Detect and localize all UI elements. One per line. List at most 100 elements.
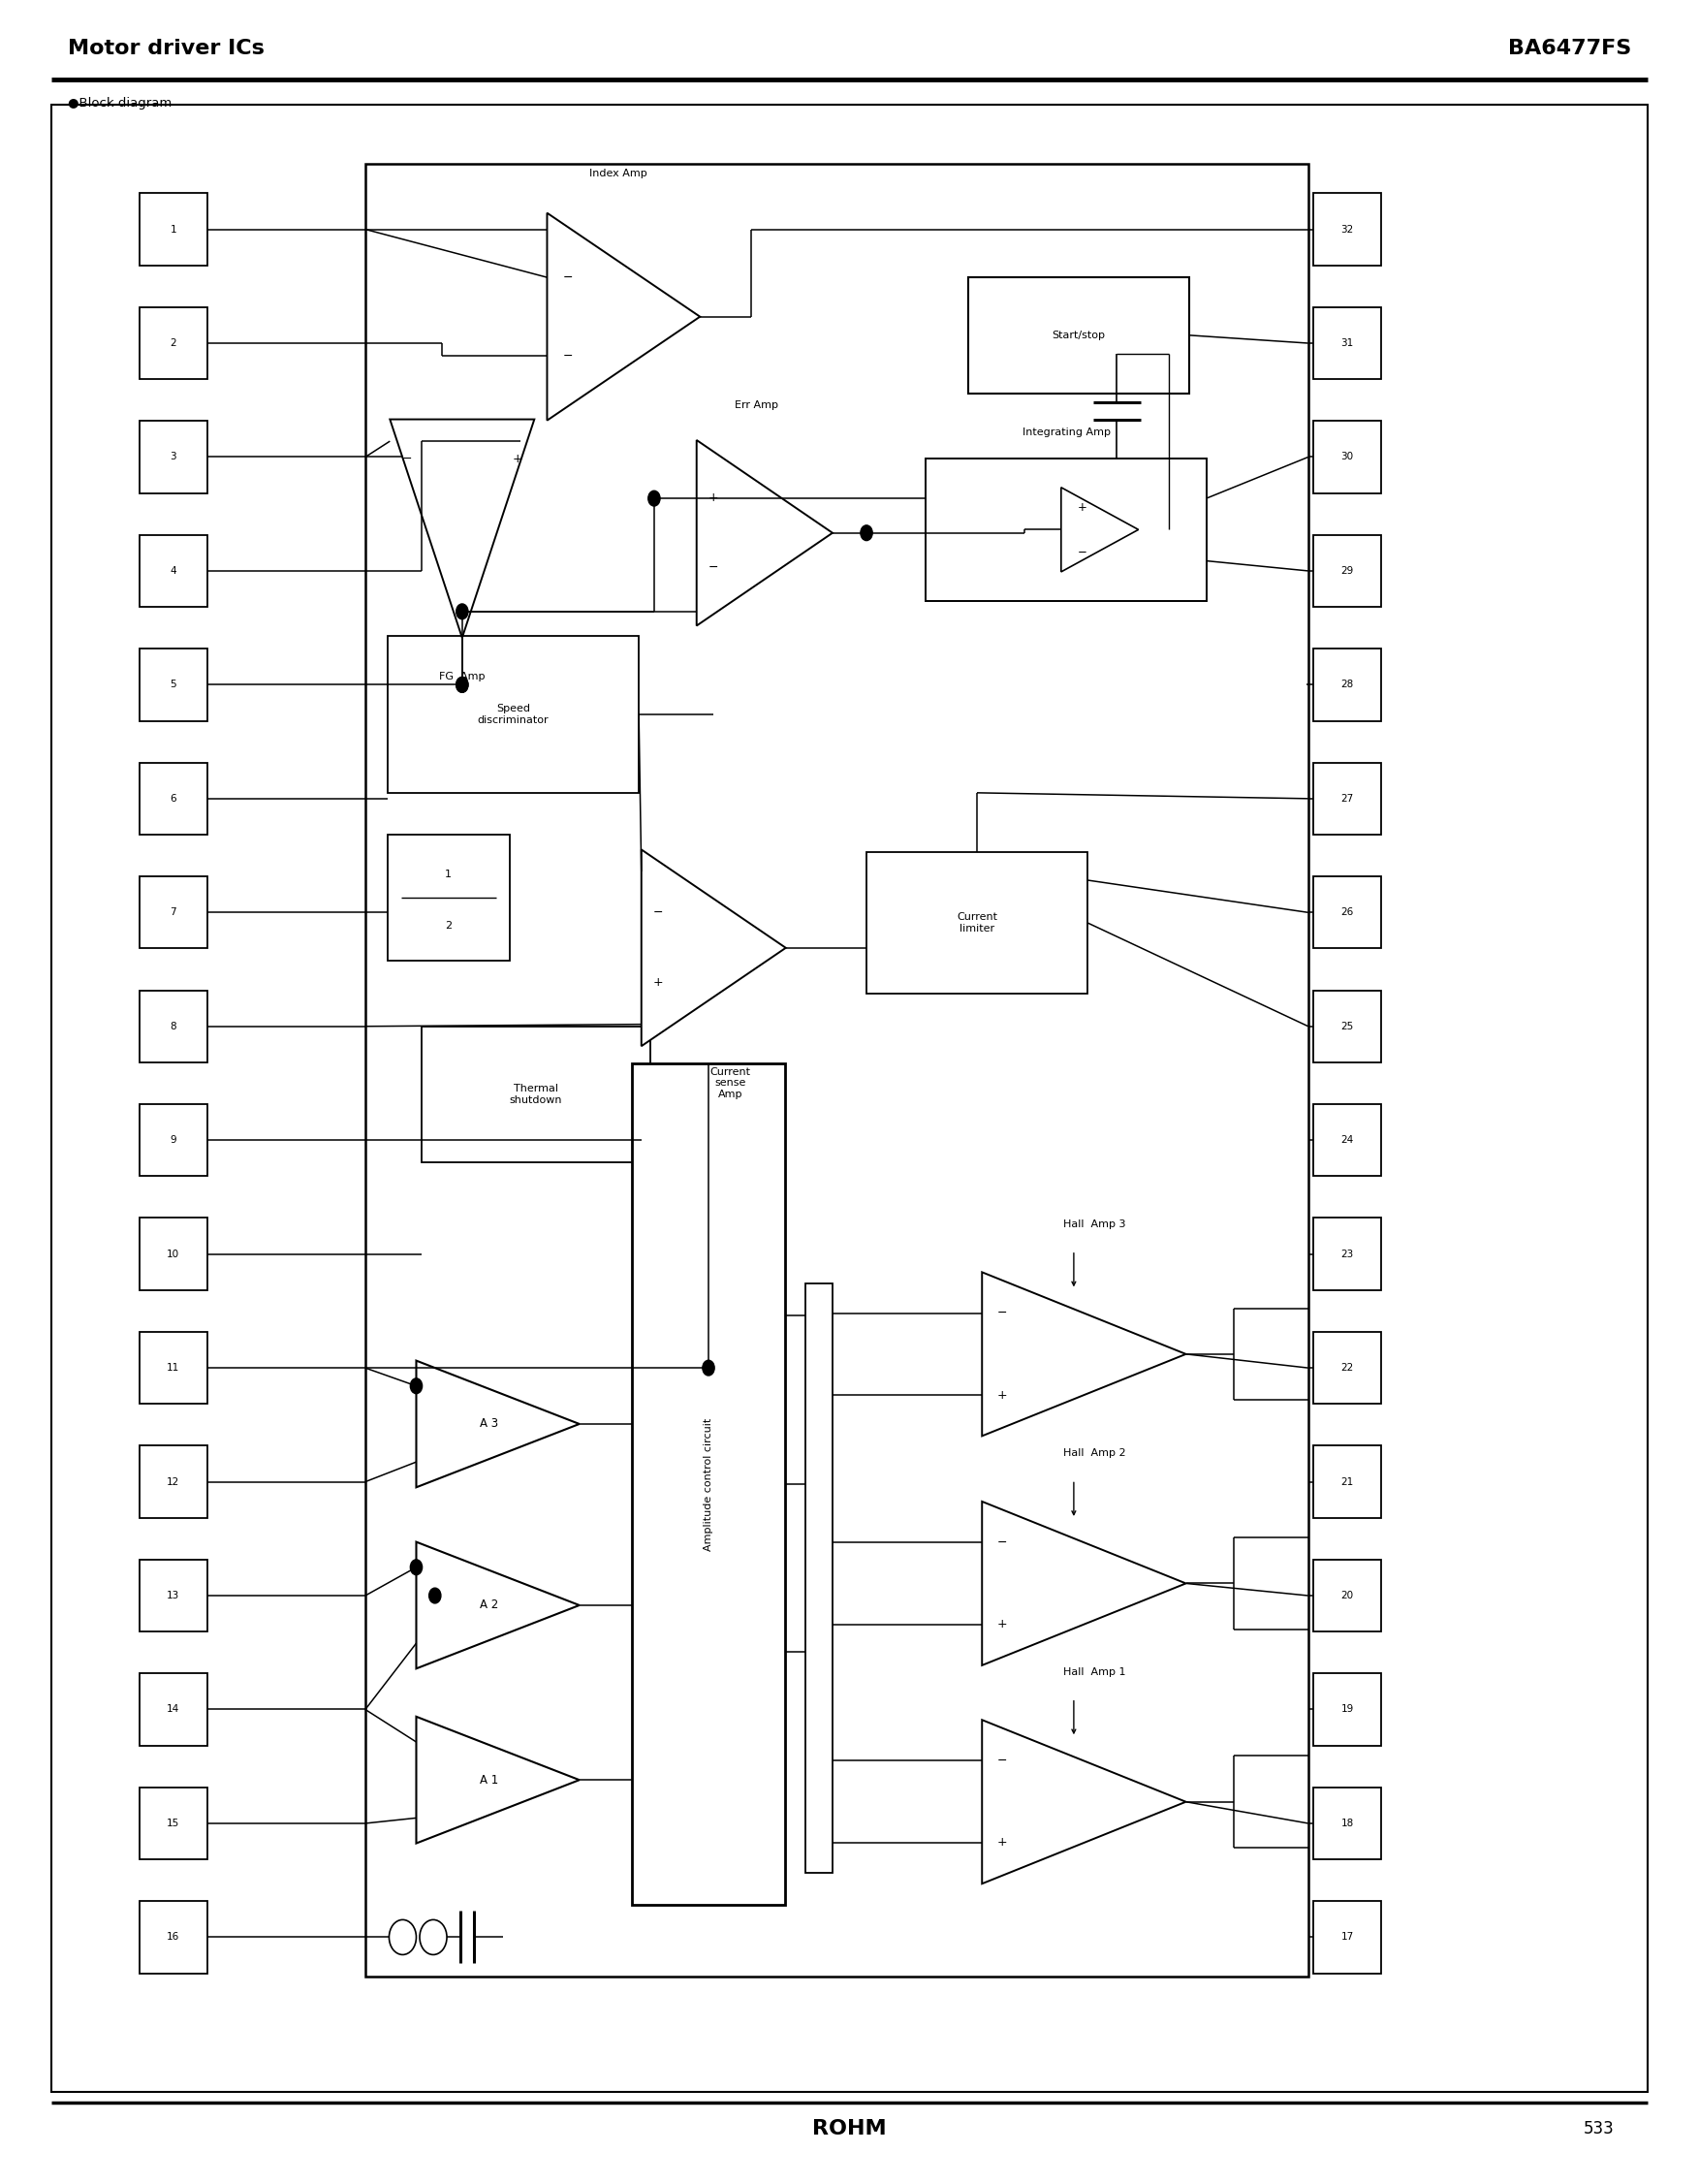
Bar [139,1332,207,1404]
Bar [1313,1105,1381,1177]
Bar [387,636,639,793]
Text: A 3: A 3 [481,1417,498,1431]
Text: 21: 21 [1341,1476,1354,1487]
Text: −: − [997,1306,1008,1319]
Text: +: + [997,1389,1008,1402]
Polygon shape [416,1361,579,1487]
Text: A 2: A 2 [481,1599,498,1612]
Circle shape [703,1361,714,1376]
Text: 12: 12 [167,1476,180,1487]
Text: −: − [562,271,573,284]
Text: 2: 2 [170,339,177,347]
Polygon shape [642,850,785,1046]
Text: +: + [1077,500,1087,513]
Bar [632,1064,785,1904]
Text: ROHM: ROHM [812,2118,887,2138]
Bar [387,834,510,961]
Text: Thermal
shutdown: Thermal shutdown [510,1083,562,1105]
Polygon shape [416,1542,579,1669]
Circle shape [428,1588,442,1603]
Polygon shape [982,1721,1186,1883]
Text: BA6477FS: BA6477FS [1507,39,1631,57]
Text: −: − [654,906,663,919]
Text: 31: 31 [1341,339,1354,347]
Text: 25: 25 [1341,1022,1354,1031]
Text: 5: 5 [170,679,177,690]
Bar [866,852,1087,994]
Text: −: − [708,561,719,574]
Text: 4: 4 [170,566,177,577]
Text: 6: 6 [170,793,177,804]
Text: 23: 23 [1341,1249,1354,1258]
Bar [1313,1559,1381,1631]
Polygon shape [547,214,700,419]
Text: +: + [652,976,664,989]
Text: 1: 1 [170,225,177,234]
Text: 7: 7 [170,909,177,917]
Text: 26: 26 [1341,909,1354,917]
Bar [365,164,1308,1977]
Bar [1313,1900,1381,1974]
Circle shape [411,1559,421,1575]
Circle shape [455,677,467,692]
Bar [968,277,1189,393]
Text: 1: 1 [445,869,452,880]
Text: Current
limiter: Current limiter [957,913,997,933]
Bar [139,1219,207,1291]
Polygon shape [982,1503,1186,1664]
Circle shape [455,605,467,620]
Text: ●Block diagram: ●Block diagram [68,96,172,109]
Bar [139,1900,207,1974]
Text: Index Amp: Index Amp [590,168,647,179]
Text: 27: 27 [1341,793,1354,804]
Text: 22: 22 [1341,1363,1354,1374]
Bar [1313,194,1381,264]
Text: Current
sense
Amp: Current sense Amp [710,1068,751,1099]
Circle shape [647,491,659,507]
Text: −: − [562,349,573,363]
Text: 29: 29 [1341,566,1354,577]
Bar [139,1673,207,1745]
Text: FG  Amp: FG Amp [438,673,486,681]
Text: Hall  Amp 1: Hall Amp 1 [1064,1666,1125,1677]
Text: +: + [997,1837,1008,1850]
Bar [1313,1787,1381,1859]
Text: −: − [997,1535,1008,1548]
Bar [139,194,207,264]
Text: 8: 8 [170,1022,177,1031]
Text: Amplitude control circuit: Amplitude control circuit [703,1417,714,1551]
Text: Err Amp: Err Amp [734,400,778,411]
Text: Speed
discriminator: Speed discriminator [477,703,549,725]
Bar [139,649,207,721]
Text: 9: 9 [170,1136,177,1144]
Text: 32: 32 [1341,225,1354,234]
Bar [1313,1219,1381,1291]
Bar [139,308,207,380]
Bar [421,1026,651,1162]
Text: 16: 16 [167,1933,180,1942]
Text: 2: 2 [445,922,452,930]
Text: 13: 13 [167,1590,180,1601]
Text: −: − [1077,546,1087,559]
Text: Integrating Amp: Integrating Amp [1023,428,1109,437]
Bar [139,989,207,1061]
Text: 15: 15 [167,1819,180,1828]
Bar [1313,649,1381,721]
Circle shape [411,1378,421,1393]
Polygon shape [697,441,833,625]
Bar [139,762,207,834]
Polygon shape [982,1271,1186,1437]
Text: 19: 19 [1341,1706,1354,1714]
Bar [1313,422,1381,494]
Text: A 1: A 1 [481,1773,498,1787]
Text: 20: 20 [1341,1590,1354,1601]
Circle shape [455,677,467,692]
Text: 17: 17 [1341,1933,1354,1942]
Text: Hall  Amp 2: Hall Amp 2 [1064,1448,1125,1459]
Text: 24: 24 [1341,1136,1354,1144]
Bar [139,1446,207,1518]
Text: Hall  Amp 3: Hall Amp 3 [1064,1219,1125,1230]
Bar [139,422,207,494]
Bar [1313,1332,1381,1404]
Bar [1313,535,1381,607]
